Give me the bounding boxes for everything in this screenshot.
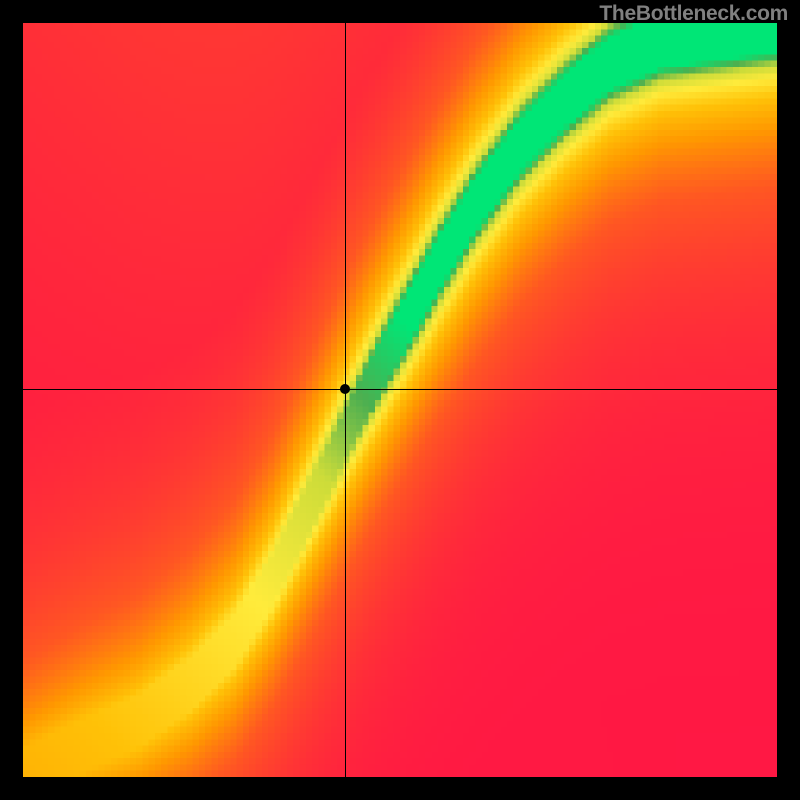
chart-container: TheBottleneck.com	[0, 0, 800, 800]
crosshair-horizontal	[23, 389, 777, 390]
watermark-label: TheBottleneck.com	[599, 2, 788, 26]
bottleneck-heatmap	[23, 23, 777, 777]
crosshair-vertical	[345, 23, 346, 777]
data-point-marker	[340, 384, 350, 394]
